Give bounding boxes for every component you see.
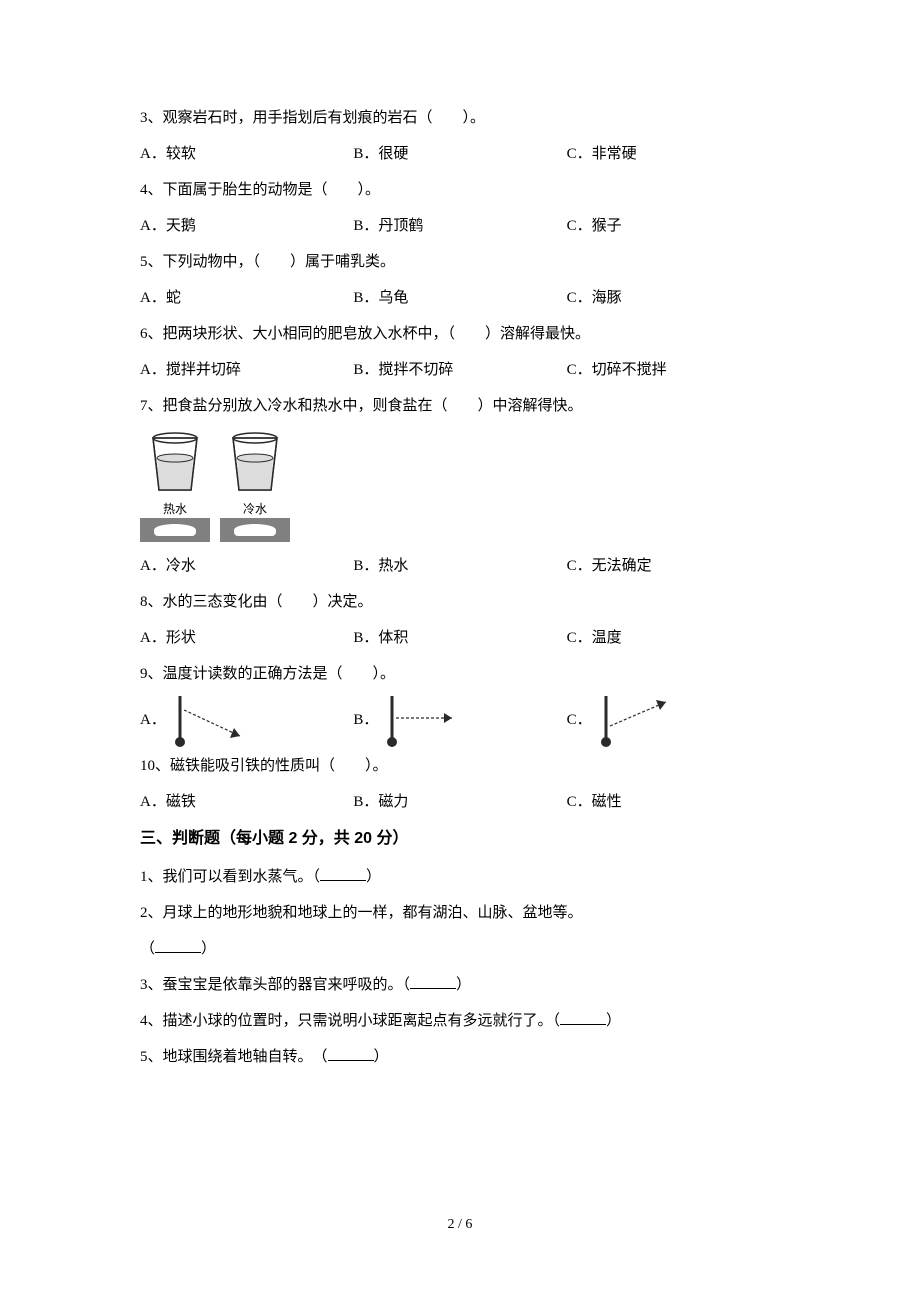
judge-5: 5、地球围绕着地轴自转。 （ ） [140,1039,780,1075]
cup-cold: 冷水 [220,430,290,542]
q10-option-b: B．磁力 [353,784,566,820]
thermometer-down-icon [170,692,260,748]
j5-text: 5、地球围绕着地轴自转。 （ [140,1049,328,1065]
cup-cold-icon [225,430,285,500]
q9-options: A． B． C． [140,692,780,748]
q3-option-b: B．很硬 [353,136,566,172]
q6-options: A．搅拌并切碎 B．搅拌不切碎 C．切碎不搅拌 [140,352,780,388]
question-9: 9、温度计读数的正确方法是（ ）。 A． B． [140,656,780,748]
q6-option-b: B．搅拌不切碎 [353,352,566,388]
q4-option-a: A．天鹅 [140,208,353,244]
q3-stem: 3、观察岩石时，用手指划后有划痕的岩石（ ）。 [140,100,780,136]
q6-stem: 6、把两块形状、大小相同的肥皂放入水杯中，（ ）溶解得最快。 [140,316,780,352]
question-3: 3、观察岩石时，用手指划后有划痕的岩石（ ）。 A．较软 B．很硬 C．非常硬 [140,100,780,172]
j3-blank [410,973,456,989]
j3-after: ） [456,977,471,993]
judge-4: 4、描述小球的位置时，只需说明小球距离起点有多远就行了。（ ） [140,1003,780,1039]
q7-cups-figure: 热水 冷水 [140,424,780,548]
q4-stem: 4、下面属于胎生的动物是（ ）。 [140,172,780,208]
cup-hot-icon [145,430,205,500]
question-5: 5、下列动物中，（ ）属于哺乳类。 A．蛇 B．乌龟 C．海豚 [140,244,780,316]
q3-option-a: A．较软 [140,136,353,172]
question-7: 7、把食盐分别放入冷水和热水中，则食盐在（ ）中溶解得快。 热水 [140,388,780,584]
q7-options: A．冷水 B．热水 C．无法确定 [140,548,780,584]
page: 3、观察岩石时，用手指划后有划痕的岩石（ ）。 A．较软 B．很硬 C．非常硬 … [0,0,920,1302]
salt-pile-hot [140,518,210,542]
q8-stem: 8、水的三态变化由（ ）决定。 [140,584,780,620]
q8-option-a: A．形状 [140,620,353,656]
q8-option-c: C．温度 [567,620,780,656]
q5-option-c: C．海豚 [567,280,780,316]
q7-stem: 7、把食盐分别放入冷水和热水中，则食盐在（ ）中溶解得快。 [140,388,780,424]
j2-text: 2、月球上的地形地貌和地球上的一样，都有湖泊、山脉、盆地等。 [140,895,780,931]
salt-pile-cold [220,518,290,542]
judge-2: 2、月球上的地形地貌和地球上的一样，都有湖泊、山脉、盆地等。 （） [140,895,780,967]
j1-blank [320,865,366,881]
j3-text: 3、蚕宝宝是依靠头部的器官来呼吸的。（ [140,977,410,993]
j1-text: 1、我们可以看到水蒸气。（ [140,869,320,885]
j4-after: ） [606,1013,621,1029]
q5-option-b: B．乌龟 [353,280,566,316]
j1-after: ） [366,869,381,885]
q7-option-c: C．无法确定 [567,548,780,584]
j5-after: ） [374,1049,389,1065]
q5-stem: 5、下列动物中，（ ）属于哺乳类。 [140,244,780,280]
j2-blank [155,937,201,953]
q9-a-label: A． [140,702,166,738]
q10-options: A．磁铁 B．磁力 C．磁性 [140,784,780,820]
section-3-title: 三、判断题（每小题 2 分，共 20 分） [140,820,780,858]
q9-c-label: C． [567,702,592,738]
q4-option-b: B．丹顶鹤 [353,208,566,244]
question-10: 10、磁铁能吸引铁的性质叫（ ）。 A．磁铁 B．磁力 C．磁性 [140,748,780,820]
j4-blank [560,1009,606,1025]
thermometer-up-icon [596,692,686,748]
q4-options: A．天鹅 B．丹顶鹤 C．猴子 [140,208,780,244]
question-8: 8、水的三态变化由（ ）决定。 A．形状 B．体积 C．温度 [140,584,780,656]
q9-b-label: B． [353,702,378,738]
question-6: 6、把两块形状、大小相同的肥皂放入水杯中，（ ）溶解得最快。 A．搅拌并切碎 B… [140,316,780,388]
q5-options: A．蛇 B．乌龟 C．海豚 [140,280,780,316]
cup-hot-label: 热水 [163,502,187,516]
q5-option-a: A．蛇 [140,280,353,316]
judge-3: 3、蚕宝宝是依靠头部的器官来呼吸的。（ ） [140,967,780,1003]
j5-blank [328,1045,374,1061]
j2-line2: （） [140,931,780,967]
q6-option-c: C．切碎不搅拌 [567,352,780,388]
q7-option-b: B．热水 [353,548,566,584]
q10-option-c: C．磁性 [567,784,780,820]
q10-stem: 10、磁铁能吸引铁的性质叫（ ）。 [140,748,780,784]
q9-option-c: C． [567,692,780,748]
cup-hot: 热水 [140,430,210,542]
question-4: 4、下面属于胎生的动物是（ ）。 A．天鹅 B．丹顶鹤 C．猴子 [140,172,780,244]
q6-option-a: A．搅拌并切碎 [140,352,353,388]
q9-stem: 9、温度计读数的正确方法是（ ）。 [140,656,780,692]
q10-option-a: A．磁铁 [140,784,353,820]
q7-option-a: A．冷水 [140,548,353,584]
q8-option-b: B．体积 [353,620,566,656]
q3-options: A．较软 B．很硬 C．非常硬 [140,136,780,172]
judge-1: 1、我们可以看到水蒸气。（ ） [140,859,780,895]
thermometer-level-icon [382,692,472,748]
j2-before: （ [140,941,155,957]
cup-cold-label: 冷水 [243,502,267,516]
q8-options: A．形状 B．体积 C．温度 [140,620,780,656]
j2-after: ） [201,941,216,957]
page-footer: 2 / 6 [0,1208,920,1242]
q9-option-b: B． [353,692,566,748]
q9-option-a: A． [140,692,353,748]
q3-option-c: C．非常硬 [567,136,780,172]
q4-option-c: C．猴子 [567,208,780,244]
j4-text: 4、描述小球的位置时，只需说明小球距离起点有多远就行了。（ [140,1013,560,1029]
